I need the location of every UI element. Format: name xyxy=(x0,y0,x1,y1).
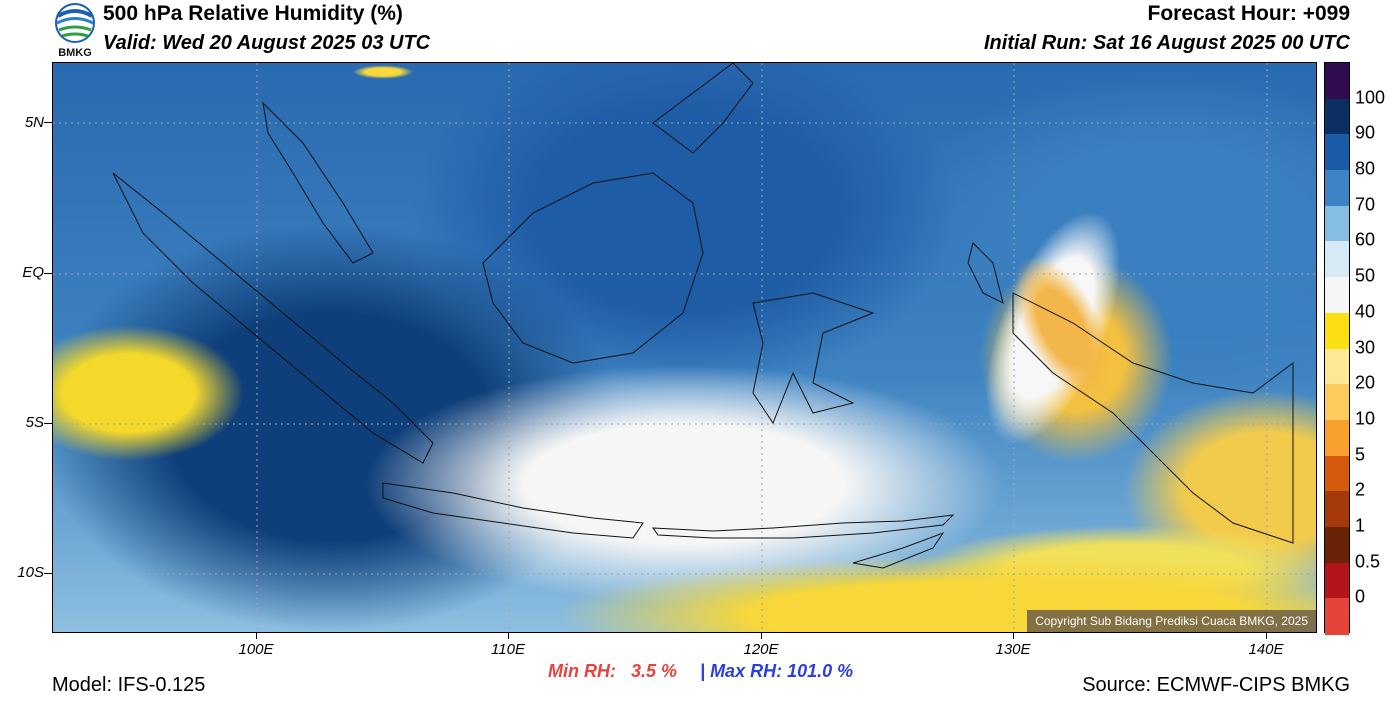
colorbar-segment xyxy=(1325,241,1349,278)
lon-label-140e: 140E xyxy=(1248,641,1284,658)
colorbar-label: 2 xyxy=(1355,479,1366,500)
chart-title: 500 hPa Relative Humidity (%) xyxy=(103,2,403,25)
java-coast xyxy=(382,482,644,539)
logo-text: BMKG xyxy=(58,47,92,59)
lon-label-130e: 130E xyxy=(995,641,1031,658)
bmkg-logo xyxy=(52,2,98,60)
colorbar-segment xyxy=(1325,419,1349,457)
colorbar xyxy=(1324,62,1350,635)
colorbar-label: 30 xyxy=(1355,337,1376,357)
colorbar-segment xyxy=(1325,170,1349,207)
model-label: Model: IFS-0.125 xyxy=(52,674,206,696)
colorbar-label: 60 xyxy=(1355,229,1376,250)
lat-tick xyxy=(44,573,52,574)
colorbar-label: 1 xyxy=(1355,515,1366,536)
humidity-map: Copyright Sub Bidang Prediksi Cuaca BMKG… xyxy=(52,62,1317,633)
colorbar-label: 10 xyxy=(1355,408,1376,429)
colorbar-segment xyxy=(1325,526,1349,564)
colorbar-segment xyxy=(1325,491,1349,528)
philippines-coast xyxy=(652,63,754,154)
papua-coast xyxy=(1012,292,1294,544)
colorbar-segment xyxy=(1325,98,1349,135)
colorbar-label: 20 xyxy=(1355,372,1376,393)
colorbar-segment xyxy=(1325,277,1349,314)
colorbar-segment xyxy=(1325,348,1349,385)
lon-tick xyxy=(1013,633,1014,639)
lat-label-10s: 10S xyxy=(17,564,44,581)
colorbar-label: 0.5 xyxy=(1355,551,1381,572)
forecast-hour: Forecast Hour: +099 xyxy=(1147,2,1351,25)
colorbar-label: 40 xyxy=(1355,301,1376,322)
copyright-notice: Copyright Sub Bidang Prediksi Cuaca BMKG… xyxy=(1027,610,1316,632)
lat-tick xyxy=(44,122,52,123)
dry-north-patch xyxy=(343,63,423,81)
lon-tick xyxy=(256,633,257,639)
lat-tick xyxy=(44,423,52,424)
min-rh-label: Min RH: xyxy=(548,661,616,681)
min-rh: Min RH: 3.5 % xyxy=(548,661,677,682)
initial-run: Initial Run: Sat 16 August 2025 00 UTC xyxy=(983,32,1350,54)
sulawesi-coast xyxy=(752,292,875,425)
coastlines xyxy=(112,63,1294,569)
lon-tick xyxy=(508,633,509,639)
valid-time: Valid: Wed 20 August 2025 03 UTC xyxy=(103,32,431,54)
nusa-tenggara-coast xyxy=(651,514,955,539)
rh-separator: | xyxy=(700,661,706,681)
source-label: Source: ECMWF-CIPS BMKG xyxy=(1082,674,1350,696)
colorbar-segment xyxy=(1325,63,1349,100)
colorbar-segment xyxy=(1325,384,1349,421)
map-overlay xyxy=(53,63,1316,632)
colorbar-segment xyxy=(1325,562,1349,599)
borneo-coast xyxy=(482,172,704,364)
colorbar-label: 50 xyxy=(1355,265,1376,286)
lon-tick xyxy=(761,633,762,639)
max-rh-value: Max RH: 101.0 % xyxy=(710,661,854,681)
colorbar-segment xyxy=(1325,598,1349,635)
lat-label-5s: 5S xyxy=(25,414,44,431)
max-rh: | Max RH: 101.0 % xyxy=(700,661,853,682)
min-rh-value: 3.5 % xyxy=(631,661,678,681)
colorbar-segment xyxy=(1325,312,1349,349)
halmahera-coast xyxy=(967,242,1004,304)
lat-label-eq: EQ xyxy=(22,264,44,281)
colorbar-segment xyxy=(1325,134,1349,171)
lat-label-5n: 5N xyxy=(24,114,44,131)
sumatra-coast xyxy=(112,172,434,464)
colorbar-label: 80 xyxy=(1355,158,1376,179)
colorbar-label: 90 xyxy=(1355,122,1376,143)
lon-label-120e: 120E xyxy=(743,641,779,658)
colorbar-label: 70 xyxy=(1355,194,1376,215)
colorbar-label: 5 xyxy=(1355,444,1366,465)
lon-label-100e: 100E xyxy=(238,641,274,658)
graticule xyxy=(53,63,1316,632)
colorbar-segment xyxy=(1325,205,1349,242)
malay-peninsula-coast xyxy=(262,101,374,264)
lon-tick xyxy=(1266,633,1267,639)
colorbar-segment xyxy=(1325,455,1349,492)
lat-tick xyxy=(44,273,52,274)
colorbar-label: 0 xyxy=(1355,586,1366,607)
lon-label-110e: 110E xyxy=(491,641,525,658)
timor-coast xyxy=(852,531,945,569)
colorbar-label: 100 xyxy=(1355,87,1386,108)
